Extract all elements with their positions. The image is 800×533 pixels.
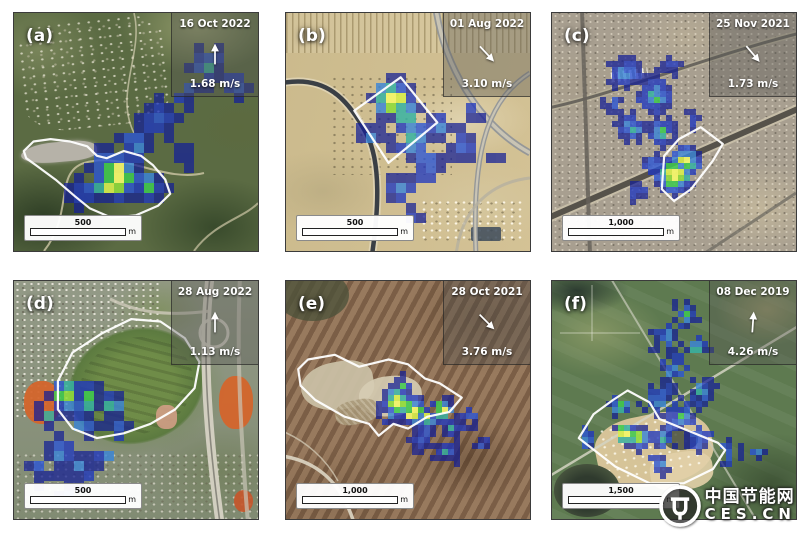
observation-date: 28 Oct 2021 bbox=[451, 286, 523, 298]
panel-label: (f) bbox=[564, 294, 587, 314]
observation-date: 25 Nov 2021 bbox=[716, 18, 790, 30]
scale-unit: m bbox=[128, 227, 136, 236]
wind-info-box: 16 Oct 2022 1.68 m/s bbox=[171, 13, 258, 97]
panel-f: (f) 08 Dec 2019 4.26 m/s 1,500 m bbox=[551, 280, 797, 520]
wind-info-box: 25 Nov 2021 1.73 m/s bbox=[709, 13, 796, 97]
panel-label: (c) bbox=[564, 26, 590, 46]
wind-direction-arrow bbox=[211, 311, 219, 333]
wind-direction-arrow bbox=[479, 45, 495, 62]
scale-bar: 500 m bbox=[296, 215, 414, 241]
watermark: 中国节能网 CES.CN bbox=[657, 483, 796, 529]
wind-speed: 4.26 m/s bbox=[727, 346, 779, 358]
panel-label: (a) bbox=[26, 26, 54, 46]
observation-date: 01 Aug 2022 bbox=[449, 18, 525, 30]
scale-value: 500 bbox=[74, 486, 92, 495]
watermark-line2: CES.CN bbox=[704, 505, 796, 524]
scale-bar-line bbox=[30, 228, 127, 236]
wind-info-box: 08 Dec 2019 4.26 m/s bbox=[709, 281, 796, 365]
watermark-line1: 中国节能网 bbox=[704, 487, 795, 508]
wind-direction-arrow bbox=[745, 45, 760, 62]
panel-e: (e) 28 Oct 2021 3.76 m/s 1,000 m bbox=[285, 280, 531, 520]
scale-unit: m bbox=[400, 495, 408, 504]
scale-bar-line bbox=[30, 496, 127, 504]
watermark-text: 中国节能网 CES.CN bbox=[704, 487, 796, 524]
scale-bar-line bbox=[302, 228, 399, 236]
bare-soil-patch bbox=[218, 376, 254, 429]
scale-bar: 500 m bbox=[24, 215, 142, 241]
scale-unit: m bbox=[400, 227, 408, 236]
scale-value: 1,000 bbox=[608, 218, 634, 227]
plume-overlay bbox=[353, 73, 506, 223]
roads-layer bbox=[109, 281, 250, 519]
panel-c: (c) 25 Nov 2021 1.73 m/s 1,000 m bbox=[551, 12, 797, 252]
panel-label: (b) bbox=[298, 26, 326, 46]
wind-direction-arrow bbox=[749, 311, 758, 333]
wind-direction-arrow bbox=[479, 314, 495, 330]
scale-value: 1,500 bbox=[608, 486, 634, 495]
dark-building bbox=[471, 227, 501, 242]
plume-overlay bbox=[22, 43, 254, 219]
wind-speed: 3.76 m/s bbox=[461, 346, 513, 358]
wind-speed: 1.68 m/s bbox=[189, 78, 241, 90]
scale-bar-line bbox=[302, 496, 399, 504]
cescn-logo-icon bbox=[658, 485, 701, 527]
panel-label: (e) bbox=[298, 294, 326, 314]
panel-label: (d) bbox=[26, 294, 54, 314]
scale-bar: 500 m bbox=[24, 483, 142, 509]
observation-date: 16 Oct 2022 bbox=[179, 18, 251, 30]
wind-info-box: 28 Aug 2022 1.13 m/s bbox=[171, 281, 258, 365]
roads-layer bbox=[286, 432, 355, 519]
observation-date: 28 Aug 2022 bbox=[177, 286, 253, 298]
wind-speed: 3.10 m/s bbox=[461, 78, 513, 90]
scale-bar-line bbox=[568, 228, 665, 236]
scale-bar: 1,000 m bbox=[562, 215, 680, 241]
scale-value: 500 bbox=[346, 218, 364, 227]
observation-date: 08 Dec 2019 bbox=[716, 286, 790, 298]
wind-speed: 1.13 m/s bbox=[189, 346, 241, 358]
scale-unit: m bbox=[128, 495, 136, 504]
scale-value: 1,000 bbox=[342, 486, 368, 495]
scale-unit: m bbox=[666, 227, 674, 236]
scale-value: 500 bbox=[74, 218, 92, 227]
plume-overlay bbox=[577, 299, 768, 485]
panel-b: (b) 01 Aug 2022 3.10 m/s 500 m bbox=[285, 12, 531, 252]
panel-a: (a) 16 Oct 2022 1.68 m/s 500 m bbox=[13, 12, 259, 252]
wind-info-box: 01 Aug 2022 3.10 m/s bbox=[443, 13, 530, 97]
field-rows-texture bbox=[286, 13, 530, 54]
wind-direction-arrow bbox=[211, 43, 219, 65]
wind-info-box: 28 Oct 2021 3.76 m/s bbox=[443, 281, 530, 365]
plume-overlay bbox=[297, 353, 490, 467]
panel-d: (d) 28 Aug 2022 1.13 m/s 500 m bbox=[13, 280, 259, 520]
scale-bar-line bbox=[568, 496, 665, 504]
scale-bar: 1,000 m bbox=[296, 483, 414, 509]
plume-overlay bbox=[600, 55, 724, 205]
wind-speed: 1.73 m/s bbox=[727, 78, 779, 90]
town-blocks-texture bbox=[420, 198, 523, 242]
